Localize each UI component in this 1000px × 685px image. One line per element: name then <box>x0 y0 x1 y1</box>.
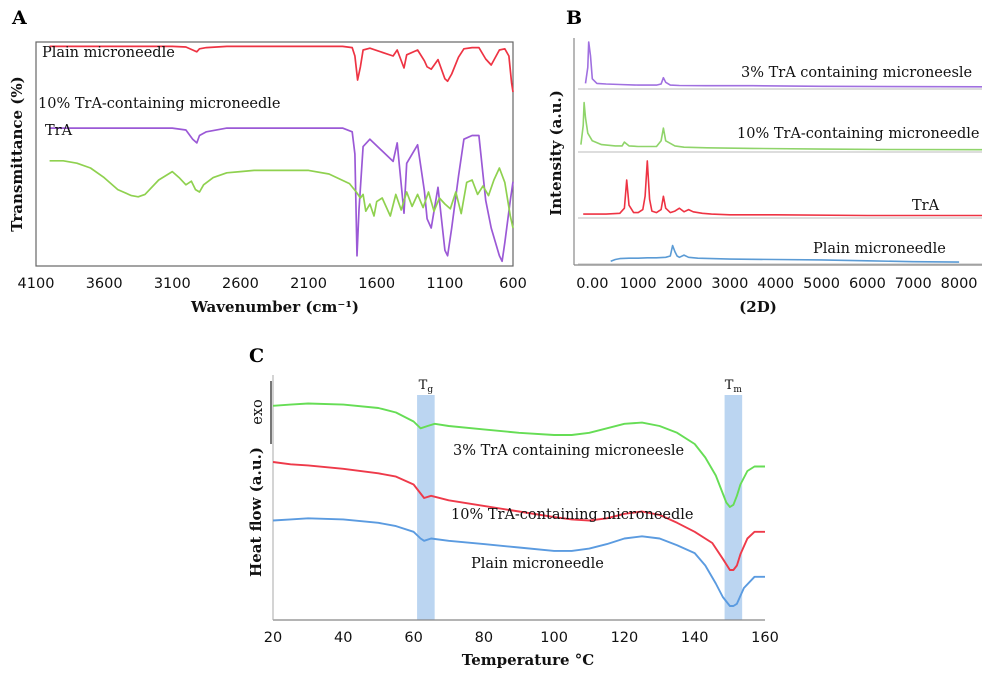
panel-a-x-title: Wavenumber (cm⁻¹) <box>190 298 359 316</box>
panel-a-x-tick-label: 2100 <box>290 276 327 292</box>
panel-c-letter: C <box>249 345 264 367</box>
panel-b-label-3pct: 3% TrA containing microneesle <box>741 65 972 81</box>
panel-b-x-tick-label: 5000 <box>803 276 840 292</box>
panel-c-label-3pct: 3% TrA containing microneesle <box>453 443 684 459</box>
panel-c-x-tick-label: 60 <box>404 630 422 646</box>
panel-c: C Tg Tm exo 3% TrA containing microneesle… <box>247 345 779 669</box>
panel-a-label-10pct: 10% TrA-containing microneedle <box>38 96 281 112</box>
panel-b-y-title: Intensity (a.u.) <box>547 90 565 216</box>
panel-a-letter: A <box>11 7 27 29</box>
panel-b-x-tick-label: 3000 <box>711 276 748 292</box>
panel-a-x-tick-label: 1100 <box>426 276 463 292</box>
panel-c-x-tick-label: 80 <box>475 630 493 646</box>
panel-c-x-tick-label: 120 <box>611 630 639 646</box>
panel-b-letter: B <box>566 7 582 29</box>
panel-a-line-plain-microneedle <box>49 45 514 93</box>
panel-b-x-tick-label: 6000 <box>849 276 886 292</box>
panel-b-x-tick-label: 4000 <box>757 276 794 292</box>
panel-c-line-3-tra-containing-microneesle <box>272 402 765 508</box>
panel-a-x-tick-label: 1600 <box>358 276 395 292</box>
panel-c-x-tick-label: 40 <box>334 630 352 646</box>
panel-c-exo-label: exo <box>250 399 266 425</box>
panel-c-band-tg <box>417 395 435 620</box>
panel-b-x-title: (2D) <box>739 298 777 316</box>
panel-b-series <box>578 41 983 265</box>
panel-a-x-ticks: 4100 3600 3100 2600 2100 1600 1100 600 <box>18 276 527 292</box>
panel-a-y-title: Transmittance (%) <box>8 76 26 231</box>
panel-b-x-tick-label: 2000 <box>666 276 703 292</box>
panel-a-plot-frame <box>35 41 514 267</box>
panel-c-band-tm <box>724 395 743 620</box>
panel-b-x-tick-label: 1000 <box>620 276 657 292</box>
panel-c-x-title: Temperature °C <box>462 651 595 669</box>
panel-a-label-tra: TrA <box>45 123 73 139</box>
panel-c-x-tick-label: 100 <box>540 630 568 646</box>
panel-c-x-tick-label: 140 <box>681 630 709 646</box>
panel-c-x-tick-label: 20 <box>264 630 282 646</box>
panel-c-x-tick-label: 160 <box>751 630 779 646</box>
panel-a-x-tick-label: 3600 <box>86 276 123 292</box>
panel-c-x-ticks: 20 40 60 80 100 120 140 160 <box>264 630 779 646</box>
panel-c-series <box>272 402 765 607</box>
panel-b-x-tick-label: 7000 <box>895 276 932 292</box>
panel-b-x-tick-label: 0.00 <box>576 276 608 292</box>
panel-a-x-tick-label: 3100 <box>154 276 191 292</box>
panel-b-x-ticks: 0.00 1000 2000 3000 4000 5000 6000 7000 8000 <box>576 276 977 292</box>
panel-a-x-tick-label: 4100 <box>18 276 55 292</box>
panel-c-label-plain: Plain microneedle <box>471 556 604 572</box>
panel-a-x-tick-label: 600 <box>499 276 527 292</box>
panel-b-label-tra: TrA <box>912 198 940 214</box>
panel-b-label-plain: Plain microneedle <box>813 241 946 257</box>
panel-c-y-title: Heat flow (a.u.) <box>247 447 265 577</box>
panel-a-line-tra <box>49 159 514 229</box>
panel-a-label-plain: Plain microneedle <box>42 45 175 61</box>
panel-b-line-3-tra-containing-microneesle <box>584 41 983 88</box>
panel-b: B 3% TrA containing microneesle 10% TrA-… <box>547 7 983 316</box>
panel-b-line-10-tra-containing-microneedle <box>580 101 983 151</box>
panel-c-line-10-tra-containing-microneedle <box>272 461 765 571</box>
panel-c-line-plain-microneedle <box>272 517 765 607</box>
panel-c-label-10pct: 10% TrA-containing microneedle <box>451 507 694 523</box>
panel-a: A Plain microneedle 10% TrA-containing m… <box>8 7 527 316</box>
panel-a-x-tick-label: 2600 <box>222 276 259 292</box>
panel-b-line-tra <box>583 160 982 217</box>
panel-a-line-10-tra-containing-microneedle <box>49 127 514 263</box>
panel-c-band-label-tm: Tm <box>725 378 743 395</box>
panel-b-x-tick-label: 8000 <box>941 276 978 292</box>
panel-a-series <box>49 45 514 263</box>
panel-c-band-label-tg: Tg <box>419 378 434 395</box>
panel-b-label-10pct: 10% TrA-containing microneedle <box>737 126 980 142</box>
panel-c-bands: Tg Tm <box>417 378 742 620</box>
panel-b-line-plain-microneedle <box>610 244 960 263</box>
